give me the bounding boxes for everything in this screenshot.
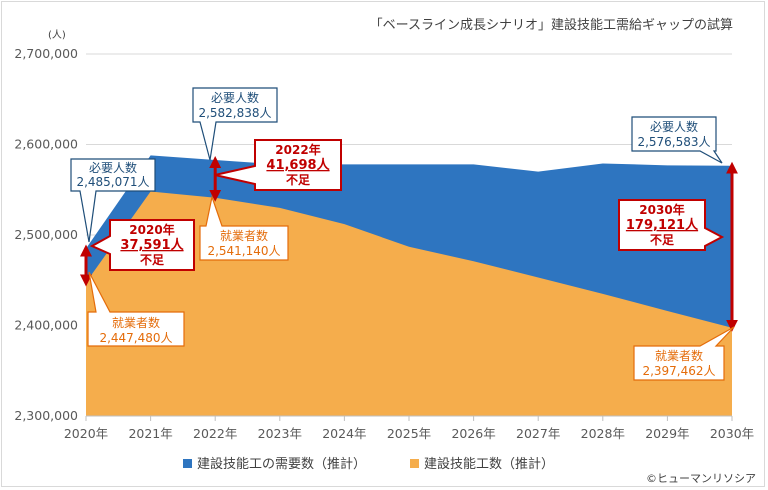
x-tick-label: 2024年	[322, 426, 366, 441]
x-tick-label: 2030年	[710, 426, 754, 441]
callout-supply-2020-box	[87, 271, 185, 347]
callout-gap-2030-text: 179,121人	[626, 217, 699, 233]
x-tick-label: 2027年	[516, 426, 560, 441]
callout-supply-2022-box	[199, 194, 289, 261]
y-tick-label: 2,700,000	[14, 46, 78, 61]
axes: 2,300,000 2,400,000 2,500,000 2,600,000 2,70…	[14, 46, 754, 441]
callout-gap-2020-box	[89, 219, 195, 271]
callout-gap-2030-text: 不足	[650, 233, 674, 247]
callout-supply-2022-text: 2,541,140人	[207, 244, 280, 258]
x-tick-label: 2022年	[193, 426, 237, 441]
callout-supply-2020-text: 就業者数	[112, 315, 160, 330]
legend-swatch-supply	[410, 459, 419, 468]
callout-demand-2022-text: 2,582,838人	[198, 106, 271, 120]
callout-demand-2020-text: 2,485,071人	[76, 175, 149, 189]
callout-supply-2030-box	[633, 326, 735, 381]
chart-title: 「ベースライン成長シナリオ」建設技能工需給ギャップの試算	[370, 17, 733, 33]
callout-supply-2020-text: 2,447,480人	[99, 331, 172, 345]
callout-gap-2022-text: 41,698人	[266, 157, 330, 173]
y-tick-label: 2,400,000	[14, 318, 78, 333]
callout-demand-2022-text: 必要人数	[211, 90, 259, 105]
y-tick-label: 2,600,000	[14, 137, 78, 152]
legend-demand: 建設技能工の需要数（推計）	[197, 456, 366, 472]
callout-gap-2020-text: 2020年	[129, 222, 174, 237]
callout-gap-2030-text: 2030年	[639, 202, 684, 217]
copyright: ©ヒューマンリソシア	[646, 472, 756, 485]
y-tick-label: 2,500,000	[14, 227, 78, 242]
x-tick-label: 2023年	[258, 426, 302, 441]
annotations: 必要人数2,485,071人必要人数2,582,838人必要人数2,576,58…	[70, 87, 738, 381]
callout-gap-2022-text: 2022年	[275, 142, 320, 157]
callout-demand-2030-text: 必要人数	[650, 119, 698, 134]
callout-supply-2030-text: 就業者数	[655, 348, 703, 363]
callout-demand-2020-text: 必要人数	[89, 160, 137, 175]
x-tick-label: 2025年	[387, 426, 431, 441]
callout-gap-2020-text: 37,591人	[120, 237, 184, 253]
x-tick-label: 2026年	[451, 426, 495, 441]
callout-supply-2030-text: 2,397,462人	[642, 364, 715, 378]
x-tick-label: 2020年	[64, 426, 108, 441]
legend-swatch-demand	[183, 459, 192, 468]
x-tick-label: 2028年	[581, 426, 625, 441]
legend-supply: 建設技能工数（推計）	[424, 456, 554, 472]
x-tick-label: 2029年	[645, 426, 689, 441]
callout-demand-2022-box	[192, 87, 278, 161]
callout-gap-2022-text: 不足	[286, 173, 310, 187]
callout-demand-2030-text: 2,576,583人	[637, 135, 710, 149]
y-unit-label: (人)	[48, 29, 66, 41]
callout-demand-2030-box	[631, 116, 723, 164]
y-tick-label: 2,300,000	[14, 408, 78, 423]
x-tick-label: 2021年	[128, 426, 172, 441]
callout-gap-2030-box	[618, 199, 725, 251]
callout-demand-2020-box	[70, 158, 156, 243]
callout-gap-2020-text: 不足	[140, 253, 164, 267]
callout-gap-2022-box	[214, 139, 342, 191]
callout-supply-2022-text: 就業者数	[220, 228, 268, 243]
